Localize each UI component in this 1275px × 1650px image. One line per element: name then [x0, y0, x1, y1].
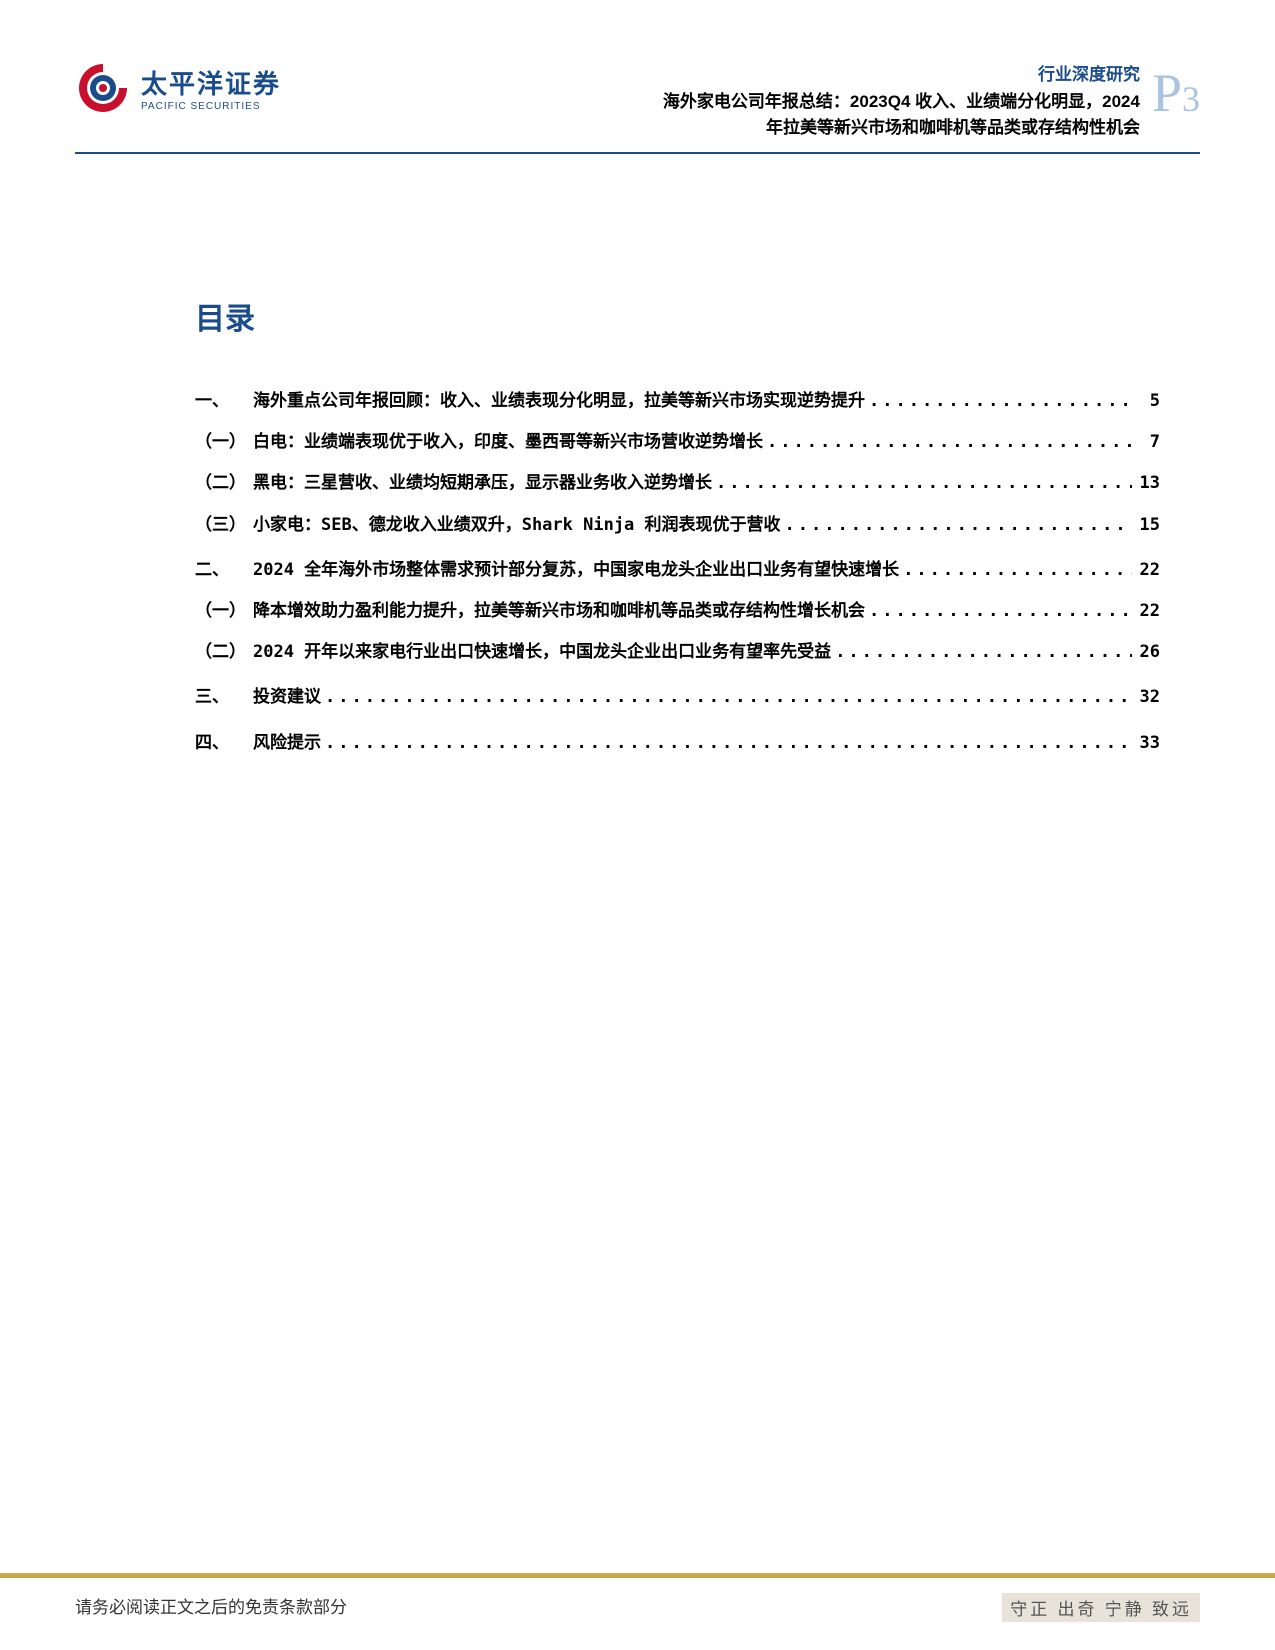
- toc-entry-page: 15: [1132, 512, 1160, 539]
- toc-entry-text: 小家电：SEB、德龙收入业绩双升，Shark Ninja 利润表现优于营收: [253, 512, 781, 539]
- toc-entry: （一）降本增效助力盈利能力提升，拉美等新兴市场和咖啡机等品类或存结构性增长机会 2…: [195, 598, 1160, 625]
- content-area: 目录 一、海外重点公司年报回顾：收入、业绩表现分化明显，拉美等新兴市场实现逆势提…: [75, 294, 1200, 757]
- brand-name-en: PACIFIC SECURITIES: [141, 101, 281, 112]
- header-titles: 行业深度研究 海外家电公司年报总结：2023Q4 收入、业绩端分化明显，2024…: [663, 60, 1140, 140]
- toc-entry-page: 26: [1132, 639, 1160, 666]
- page-header: 太平洋证券 PACIFIC SECURITIES 行业深度研究 海外家电公司年报…: [75, 60, 1200, 154]
- toc-entry: 三、投资建议 32: [195, 684, 1160, 711]
- toc-entry: （二）2024 开年以来家电行业出口快速增长，中国龙头企业出口业务有望率先受益 2…: [195, 639, 1160, 666]
- brand-logo-icon: [75, 60, 131, 116]
- toc-dots: [321, 730, 1132, 757]
- toc-entry-text: 黑电：三星营收、业绩均短期承压，显示器业务收入逆势增长: [253, 470, 712, 497]
- brand-name-cn: 太平洋证券: [141, 64, 281, 101]
- gold-divider-bar: [0, 1573, 1275, 1578]
- toc-entry-number: 一、: [195, 388, 253, 415]
- toc-entry: 四、风险提示 33: [195, 730, 1160, 757]
- toc-dots: [321, 684, 1132, 711]
- footer-motto: 守正 出奇 宁静 致远: [1002, 1593, 1200, 1622]
- toc-entry-page: 5: [1132, 388, 1160, 415]
- toc-entry: 一、海外重点公司年报回顾：收入、业绩表现分化明显，拉美等新兴市场实现逆势提升 5: [195, 388, 1160, 415]
- toc-entry-number: （三）: [195, 512, 253, 539]
- document-page: 太平洋证券 PACIFIC SECURITIES 行业深度研究 海外家电公司年报…: [0, 0, 1275, 1650]
- toc-entry-number: （一）: [195, 598, 253, 625]
- toc-entry: （二）黑电：三星营收、业绩均短期承压，显示器业务收入逆势增长 13: [195, 470, 1160, 497]
- brand-text: 太平洋证券 PACIFIC SECURITIES: [141, 64, 281, 112]
- toc-dots: [763, 429, 1132, 456]
- report-title-line1: 海外家电公司年报总结：2023Q4 收入、业绩端分化明显，2024: [663, 89, 1140, 115]
- toc-entry-text: 海外重点公司年报回顾：收入、业绩表现分化明显，拉美等新兴市场实现逆势提升: [253, 388, 865, 415]
- toc-entry-text: 2024 开年以来家电行业出口快速增长，中国龙头企业出口业务有望率先受益: [253, 639, 831, 666]
- toc-entry-page: 13: [1132, 470, 1160, 497]
- toc-list: 一、海外重点公司年报回顾：收入、业绩表现分化明显，拉美等新兴市场实现逆势提升 5 （…: [195, 388, 1160, 757]
- toc-entry: （三）小家电：SEB、德龙收入业绩双升，Shark Ninja 利润表现优于营收…: [195, 512, 1160, 539]
- toc-entry-page: 22: [1132, 557, 1160, 584]
- toc-dots: [781, 512, 1132, 539]
- brand-logo-block: 太平洋证券 PACIFIC SECURITIES: [75, 60, 281, 116]
- toc-entry-text: 白电：业绩端表现优于收入，印度、墨西哥等新兴市场营收逆势增长: [253, 429, 763, 456]
- toc-entry-number: （二）: [195, 639, 253, 666]
- toc-entry-text: 降本增效助力盈利能力提升，拉美等新兴市场和咖啡机等品类或存结构性增长机会: [253, 598, 865, 625]
- page-footer: 请务必阅读正文之后的免责条款部分 守正 出奇 宁静 致远: [0, 1593, 1275, 1622]
- toc-entry-page: 22: [1132, 598, 1160, 625]
- toc-dots: [865, 598, 1132, 625]
- report-title-line2: 年拉美等新兴市场和咖啡机等品类或存结构性机会: [766, 115, 1140, 141]
- report-category: 行业深度研究: [1038, 60, 1140, 85]
- toc-dots: [865, 388, 1132, 415]
- toc-entry-text: 风险提示: [253, 730, 321, 757]
- toc-entry: 二、2024 全年海外市场整体需求预计部分复苏，中国家电龙头企业出口业务有望快速…: [195, 557, 1160, 584]
- page-letter: P: [1152, 63, 1182, 123]
- page-digit: 3: [1182, 79, 1200, 119]
- header-right: 行业深度研究 海外家电公司年报总结：2023Q4 收入、业绩端分化明显，2024…: [663, 60, 1200, 140]
- toc-entry-number: 三、: [195, 684, 253, 711]
- toc-entry-text: 2024 全年海外市场整体需求预计部分复苏，中国家电龙头企业出口业务有望快速增长: [253, 557, 899, 584]
- toc-entry-number: （一）: [195, 429, 253, 456]
- toc-entry-page: 32: [1132, 684, 1160, 711]
- toc-dots: [831, 639, 1132, 666]
- toc-entry-page: 33: [1132, 730, 1160, 757]
- toc-entry-text: 投资建议: [253, 684, 321, 711]
- toc-entry-number: （二）: [195, 470, 253, 497]
- toc-dots: [899, 557, 1132, 584]
- toc-entry-number: 二、: [195, 557, 253, 584]
- page-number: P3: [1152, 66, 1200, 120]
- toc-entry-page: 7: [1132, 429, 1160, 456]
- toc-entry: （一）白电：业绩端表现优于收入，印度、墨西哥等新兴市场营收逆势增长 7: [195, 429, 1160, 456]
- footer-disclaimer: 请务必阅读正文之后的免责条款部分: [75, 1593, 347, 1622]
- toc-title: 目录: [195, 294, 1160, 338]
- toc-dots: [712, 470, 1132, 497]
- toc-entry-number: 四、: [195, 730, 253, 757]
